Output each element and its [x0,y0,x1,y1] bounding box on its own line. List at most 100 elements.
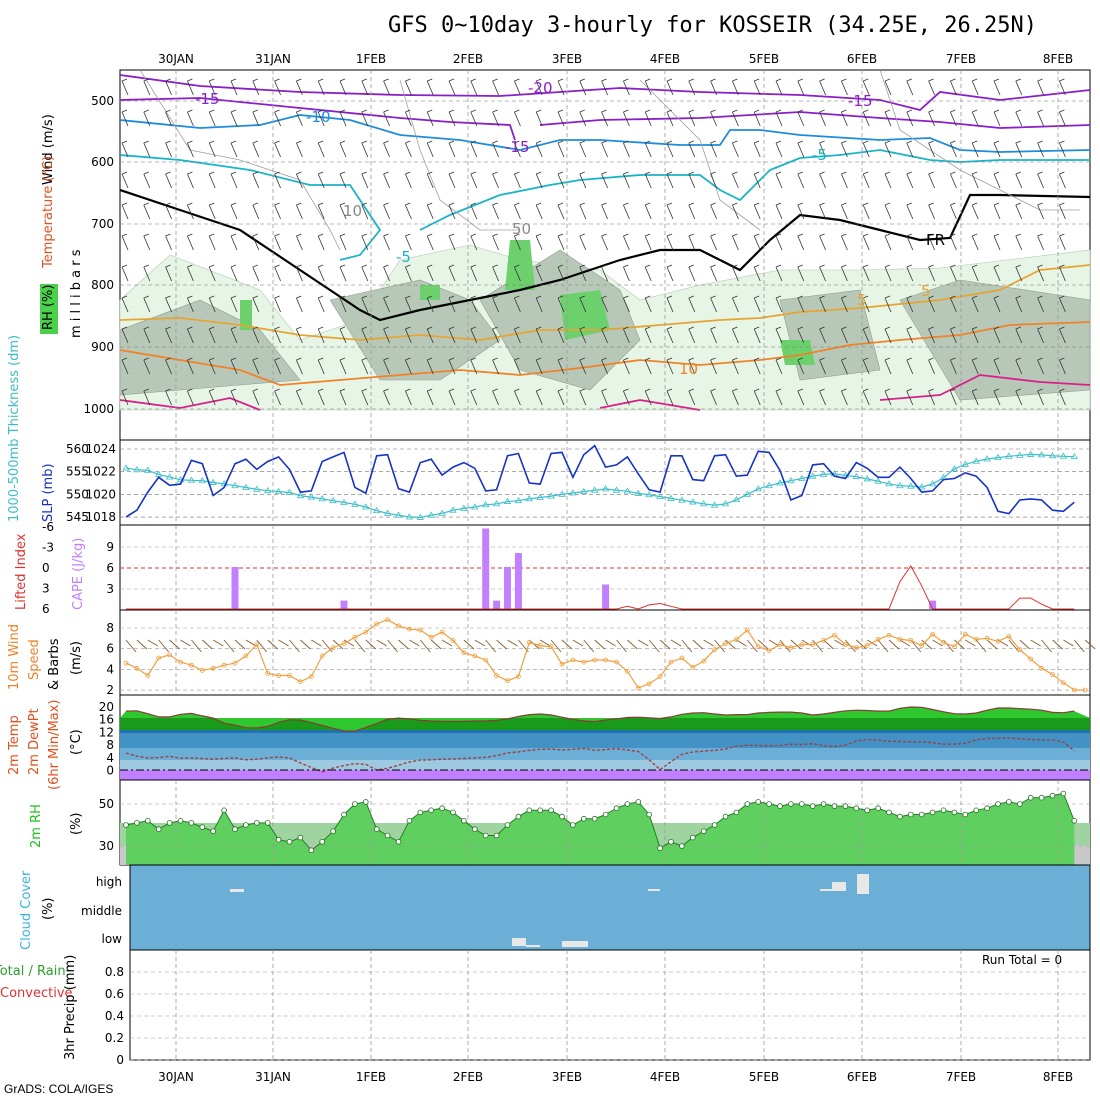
wind-barb [688,111,696,127]
wind-barb-flag [972,78,978,82]
wind-barb-flag [492,202,498,206]
wind-barb-flag [361,264,367,268]
rh-point [809,803,816,809]
wind-barb-flag [405,140,411,144]
wind-barb-flag [1015,140,1021,144]
wind-barb [1059,142,1066,158]
wind-barb [514,390,521,406]
wind-barb [492,328,499,344]
wind-barb [339,173,347,189]
wind-barb [971,80,979,96]
wind-barb [666,80,674,96]
rh-point [711,822,718,828]
wind-barb-flag [318,388,324,392]
wind-barb [623,80,630,96]
temp-band [120,748,1090,760]
wind-barb [405,204,412,220]
thickness-point [536,493,544,500]
wind-barb [121,173,129,189]
wind-barb [317,297,325,313]
wind-barb [361,297,369,313]
wind-barb [208,142,216,158]
wind-barb [1037,235,1044,251]
wind-barb-flag [557,357,564,361]
wind-barb [753,359,761,375]
wind-barb-flag [732,171,738,175]
wind-barb [623,204,630,220]
wind-barb [317,359,325,375]
wind-barb [230,111,238,127]
wind-barb-flag [906,295,912,299]
wind-barb-flag [754,357,760,361]
wind-barb [950,328,957,344]
date-label-bottom: 31JAN [255,1070,291,1084]
wind-barb [361,390,369,406]
wind-barb-flag [187,78,193,82]
wind-barb [557,142,565,158]
wind-speed-point [1082,687,1088,693]
rh-point [940,807,947,814]
wind-barb [884,111,892,127]
wind-barb [841,204,848,220]
wind-barb-flag [121,357,128,361]
wind-barb-flag [732,202,738,206]
cloud-gap [857,874,869,894]
rh-contour [399,79,520,231]
wind-barb [143,359,151,375]
wind-barb-flag [209,233,215,237]
wind-barb [361,111,369,127]
cloud-gap [820,889,832,891]
surface-wind-barb [1019,639,1031,650]
wind-barb-flag [1059,171,1065,175]
wind-barb-flag [187,326,193,330]
wind-barb-flag [666,140,673,144]
thickness-point [776,479,784,486]
wind-barb-flag [710,233,716,237]
wind-barb [165,173,172,189]
wind-speed-point [396,623,401,629]
wind-barb [950,204,957,220]
wind-barb [753,266,761,282]
wind-barb-flag [732,233,738,237]
wind-barb-flag [972,388,978,392]
wind-barb [623,297,630,313]
wind-barb [339,235,347,251]
wind-barb [884,266,892,282]
wind-barb [165,266,172,282]
wind-barb [841,359,848,375]
wind-barb [993,142,1001,158]
wind-barb-flag [121,109,128,113]
wind-barb [601,142,608,158]
cloud-cover-label: Cloud Cover [19,870,34,950]
wind-barb [535,235,543,251]
wind-barb-flag [666,388,673,392]
wind-barb [841,297,848,313]
cloud-gap [832,882,846,891]
wind-barb-flag [557,326,564,330]
wind-label-3: & Barbs [47,638,62,690]
contour-label: -15 [195,90,220,108]
wind-barb-flag [754,140,760,144]
wind-barb [121,390,129,406]
wind-barb-flag [536,388,542,392]
wind-barb [644,111,652,127]
surface-wind-barb [877,639,889,653]
wind-barb [906,111,914,127]
wind-barb [492,204,499,220]
wind-barb [579,204,587,220]
wind-barb [405,173,412,189]
wind-barb [296,297,303,313]
wind-speed-point [232,660,238,666]
wind-barb-flag [623,78,629,82]
surface-wind-barb [180,639,191,647]
wind-barb-flag [732,264,738,268]
wind-barb [252,328,260,344]
rh-point [907,811,914,818]
wind-barb [884,80,892,96]
wind-barb-flag [797,264,803,268]
wind-barb-flag [470,357,476,361]
date-label-top: 5FEB [749,52,779,66]
thickness-point [492,500,501,507]
rh-point [657,845,663,851]
wind-barb [448,173,456,189]
